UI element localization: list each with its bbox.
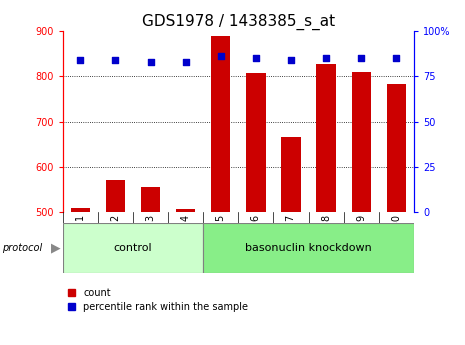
Bar [386,84,406,345]
Legend: count, percentile rank within the sample: count, percentile rank within the sample [67,288,248,312]
Text: basonuclin knockdown: basonuclin knockdown [245,243,372,253]
Title: GDS1978 / 1438385_s_at: GDS1978 / 1438385_s_at [142,13,335,30]
Bar [246,73,266,345]
Point [77,57,84,63]
Point [112,57,119,63]
Bar [71,208,90,345]
Text: control: control [113,243,153,253]
Bar [281,137,301,345]
Bar [352,72,371,345]
Point [392,56,400,61]
Bar [203,223,414,273]
Bar [316,63,336,345]
Point [287,57,295,63]
Point [147,59,154,65]
Point [182,59,189,65]
Bar [63,223,203,273]
Bar [141,187,160,345]
Point [217,54,225,59]
Point [322,56,330,61]
Bar [106,180,125,345]
Point [358,56,365,61]
Point [252,56,259,61]
Bar [211,36,231,345]
Bar [176,208,195,345]
Text: protocol: protocol [2,243,43,253]
Text: ▶: ▶ [51,241,61,254]
